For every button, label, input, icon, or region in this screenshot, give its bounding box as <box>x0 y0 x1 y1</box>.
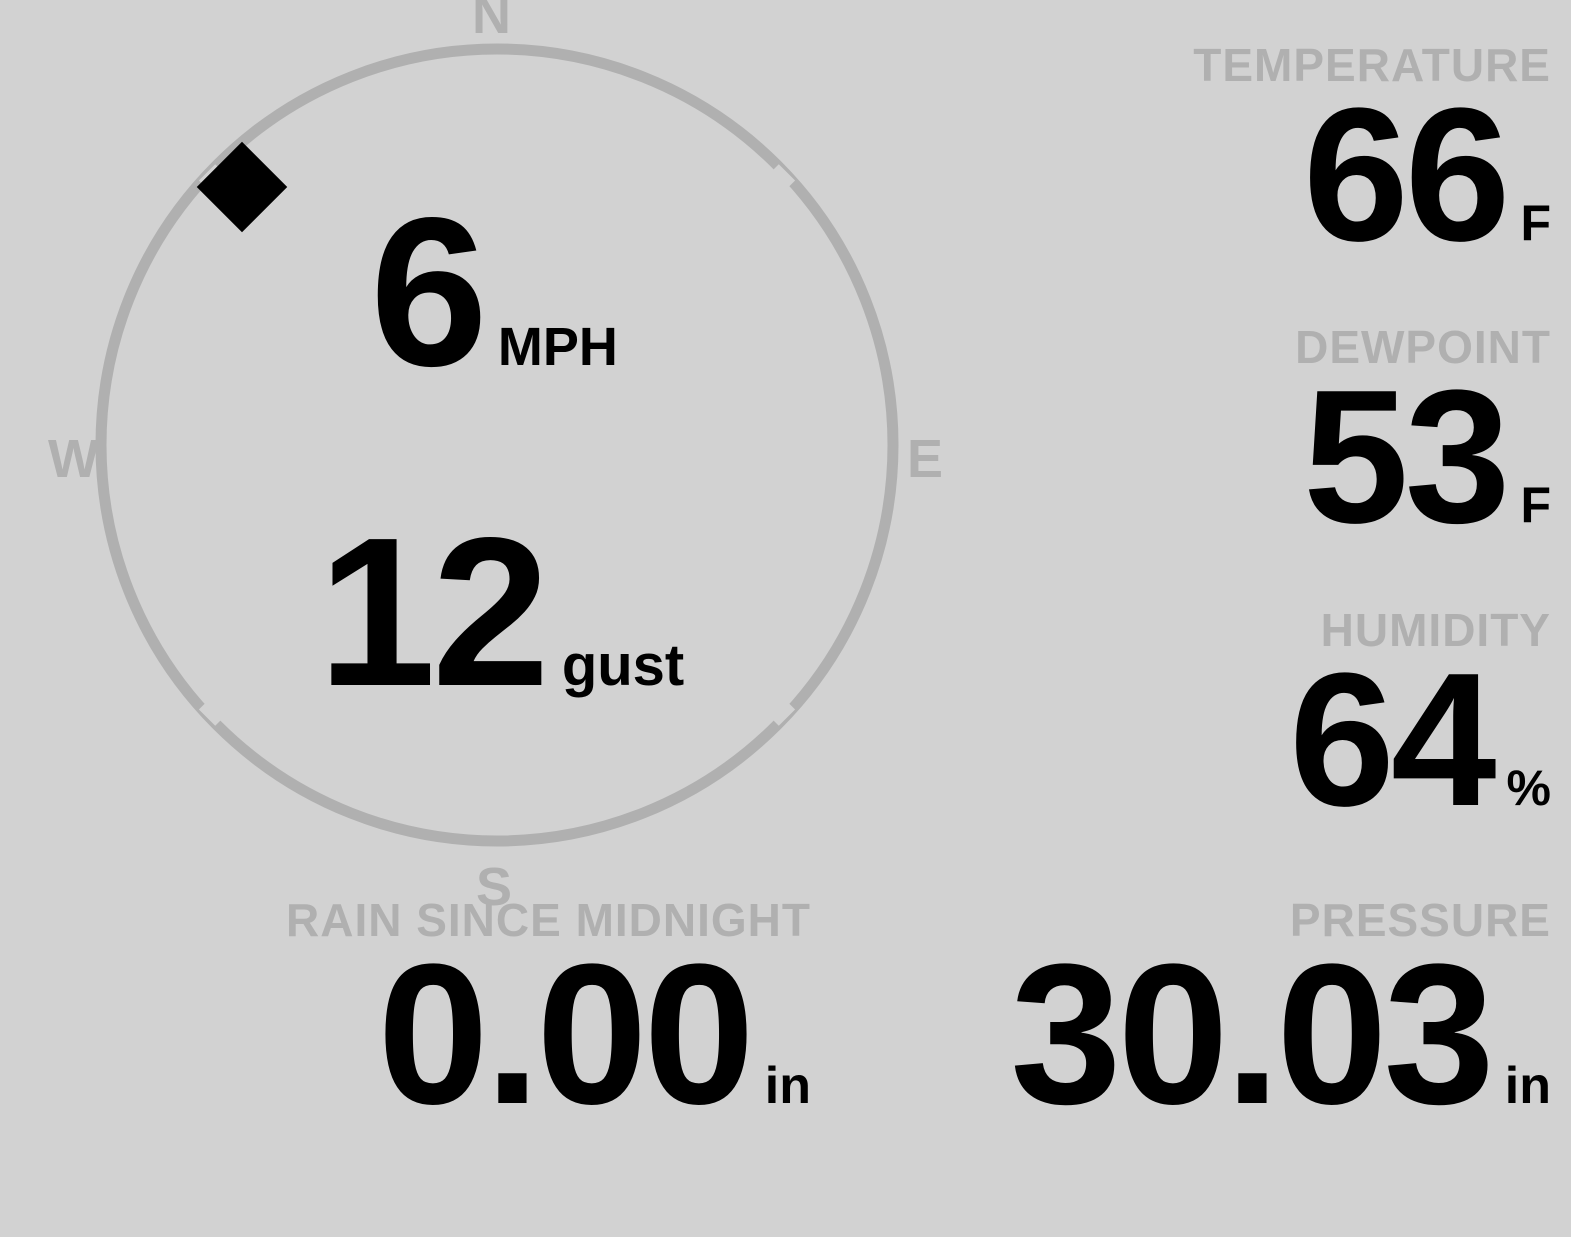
temperature-unit: F <box>1520 195 1551 251</box>
readout-temperature: TEMPERATURE 66 F <box>1193 39 1551 281</box>
humidity-value-row: 64 % <box>1289 634 1551 846</box>
wind-speed-value: 6 <box>370 173 488 410</box>
rain-value-row: 0.00 in <box>286 923 811 1146</box>
humidity-label: HUMIDITY <box>1320 604 1551 656</box>
temperature-value: 66 <box>1303 69 1510 281</box>
wind-speed-unit: MPH <box>497 317 618 377</box>
rain-label: RAIN SINCE MIDNIGHT <box>286 894 811 946</box>
wind-speed-readout: 6 MPH <box>370 173 618 410</box>
dewpoint-label: DEWPOINT <box>1295 321 1551 373</box>
dewpoint-unit: F <box>1520 477 1551 533</box>
pressure-value: 30.03 <box>1010 923 1494 1146</box>
compass-label-east: E <box>907 429 944 489</box>
compass-label-north: N <box>472 0 511 45</box>
humidity-unit: % <box>1506 760 1551 816</box>
dewpoint-value: 53 <box>1303 351 1510 563</box>
compass-ring-svg <box>95 43 899 847</box>
readout-pressure: PRESSURE 30.03 in <box>1010 894 1551 1146</box>
temperature-label: TEMPERATURE <box>1193 39 1551 91</box>
compass-label-south: S <box>476 857 513 917</box>
rain-unit: in <box>764 1057 811 1115</box>
readout-humidity: HUMIDITY 64 % <box>1289 604 1551 846</box>
humidity-value: 64 <box>1289 634 1496 846</box>
compass-label-west: W <box>48 429 99 489</box>
wind-direction-marker <box>196 141 288 233</box>
pressure-unit: in <box>1504 1057 1551 1115</box>
wind-gust-readout: 12 gust <box>318 493 685 730</box>
pressure-label: PRESSURE <box>1289 894 1551 946</box>
compass-ring <box>95 43 899 847</box>
pressure-value-row: 30.03 in <box>1010 923 1551 1146</box>
wind-gust-value: 12 <box>318 493 550 730</box>
temperature-value-row: 66 F <box>1193 69 1551 281</box>
dewpoint-value-row: 53 F <box>1295 351 1551 563</box>
readout-dewpoint: DEWPOINT 53 F <box>1295 321 1551 563</box>
readout-rain: RAIN SINCE MIDNIGHT 0.00 in <box>286 894 811 1146</box>
rain-value: 0.00 <box>377 923 755 1146</box>
wind-compass-dial: N E S W 6 MPH 12 gust <box>0 0 1000 914</box>
wind-gust-unit: gust <box>561 633 685 698</box>
